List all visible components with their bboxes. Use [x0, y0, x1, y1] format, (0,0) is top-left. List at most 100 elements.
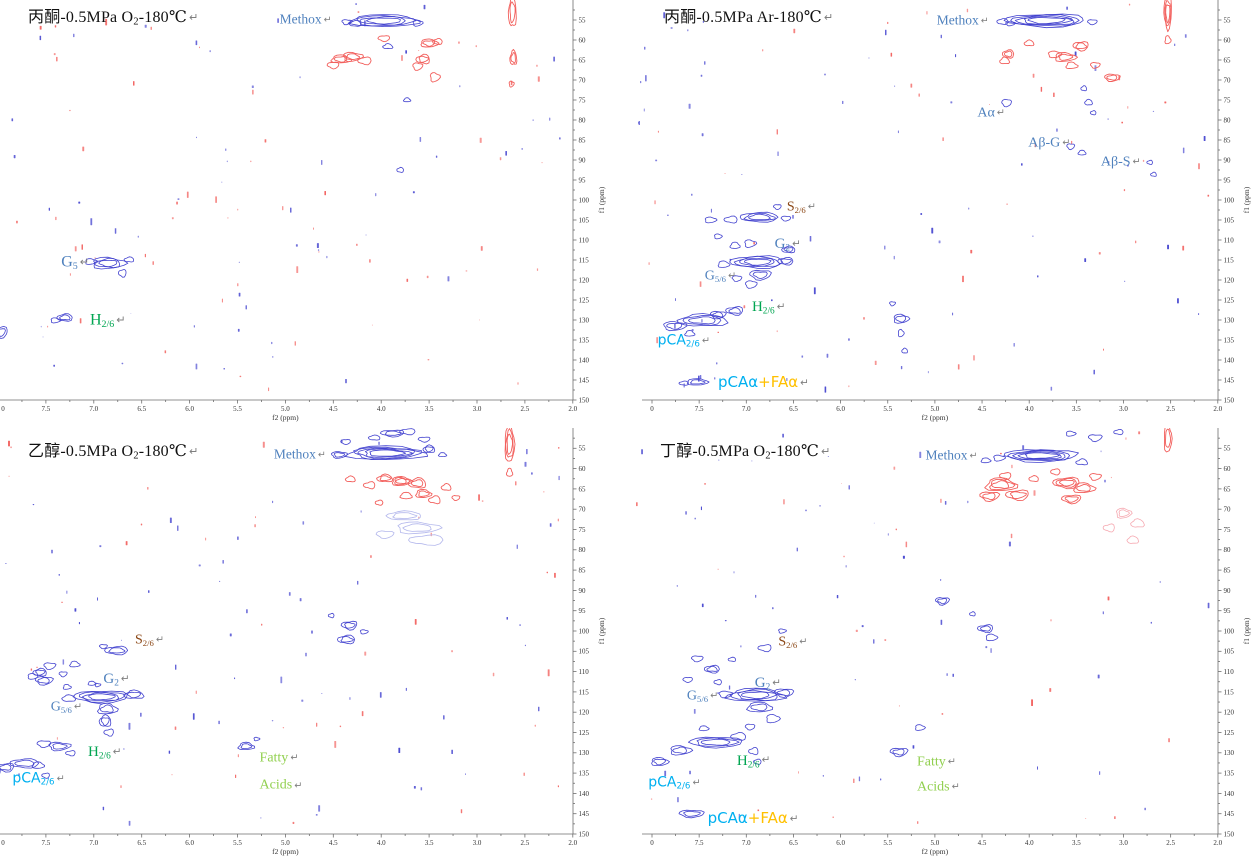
peaks-layer	[651, 428, 1173, 819]
contour-plot: 0 7.5 7.0 6.5 6.0 5.5 5.0 4.5 4.0 3.5 3.0 2.5 2.0 55 6…	[0, 428, 606, 856]
axes	[642, 428, 1222, 838]
axis-title-f1: f1 (ppm)	[597, 617, 606, 644]
y-tick-label: 115	[1224, 688, 1235, 696]
peak-annotation: Fatty ↵	[259, 750, 299, 766]
y-tick-label: 55	[579, 445, 587, 453]
axes	[0, 428, 577, 838]
y-tick-label: 85	[1224, 136, 1232, 144]
y-tick-label: 120	[1224, 276, 1235, 284]
peak-annotation: G5 ↵	[61, 253, 90, 273]
x-tick-label: 0	[650, 839, 654, 847]
contour-plot: 0 7.5 7.0 6.5 6.0 5.5 5.0 4.5 4.0 3.5 3.0 2.5 2.0 55 6…	[636, 428, 1251, 856]
peak-annotation: G2 ↵	[754, 674, 782, 693]
y-tick-label: 105	[1224, 216, 1235, 224]
return-mark: ↵	[969, 450, 978, 462]
axis-title-f2: f2 (ppm)	[922, 413, 949, 422]
peak-annotation: H2/6 ↵	[88, 743, 122, 762]
x-tick-label: 7.5	[42, 839, 51, 847]
peak-annotation: H2/6 ↵	[89, 311, 126, 331]
y-tick-label: 70	[579, 506, 587, 514]
peak-annotation: pCA2/6 ↵	[657, 332, 711, 350]
y-tick-label: 60	[579, 465, 587, 473]
y-tick-label: 65	[579, 485, 587, 493]
x-tick-label: 3.0	[473, 839, 482, 847]
peak-annotation: Aβ-S ↵	[1100, 154, 1141, 170]
y-tick-label: 115	[1224, 256, 1235, 264]
peak-annotation: Fatty ↵	[916, 753, 956, 769]
y-tick-label: 75	[1224, 526, 1232, 534]
x-tick-label: 5.0	[931, 839, 940, 847]
y-tick-label: 100	[1224, 196, 1235, 204]
x-tick-label: 0	[650, 405, 654, 413]
return-mark: ↵	[728, 270, 737, 282]
return-mark: ↵	[820, 444, 831, 458]
x-tick-label: 4.0	[1025, 839, 1034, 847]
spectrum-panel-ethanol-o2: 0 7.5 7.0 6.5 6.0 5.5 5.0 4.5 4.0 3.5 3.0 2.5 2.0 55 6…	[0, 428, 630, 856]
x-tick-label: 7.0	[742, 839, 751, 847]
x-tick-label: 2.5	[1166, 405, 1175, 413]
x-tick-label: 7.5	[42, 405, 51, 413]
x-tick-label: 5.0	[931, 405, 940, 413]
return-mark: ↵	[692, 777, 701, 789]
y-tick-label: 115	[579, 256, 590, 264]
y-tick-label: 135	[579, 336, 590, 344]
return-mark: ↵	[1132, 156, 1141, 168]
y-tick-label: 55	[1224, 445, 1232, 453]
return-mark: ↵	[980, 15, 989, 27]
noise-layer	[11, 3, 561, 392]
peak-annotation: Methox ↵	[936, 12, 989, 28]
y-tick-label: 110	[579, 668, 590, 676]
x-tick-label: 7.5	[695, 839, 704, 847]
x-tick-label: 6.5	[789, 839, 798, 847]
peaks-layer	[663, 0, 1172, 386]
x-tick-label: 6.5	[137, 839, 146, 847]
y-tick-label: 60	[579, 36, 587, 44]
x-tick-label: 6.0	[836, 839, 845, 847]
y-tick-label: 75	[579, 96, 587, 104]
return-mark: ↵	[710, 690, 719, 702]
x-tick-label: 2.0	[568, 405, 577, 413]
x-tick-label: 3.0	[473, 405, 482, 413]
x-tick-label: 6.0	[836, 405, 845, 413]
axis-labels: 0 7.5 7.0 6.5 6.0 5.5 5.0 4.5 4.0 3.5 3.0 2.5 2.0 55 6…	[1, 16, 606, 422]
y-tick-label: 150	[1224, 396, 1235, 404]
x-tick-label: 7.0	[89, 839, 98, 847]
y-tick-label: 145	[1224, 810, 1235, 818]
x-tick-label: 5.5	[883, 839, 892, 847]
y-tick-label: 80	[1224, 546, 1232, 554]
axis-title-f1: f1 (ppm)	[1242, 186, 1251, 213]
x-tick-label: 2.5	[521, 405, 530, 413]
x-tick-label: 6.5	[789, 405, 798, 413]
contour-plot: 0 7.5 7.0 6.5 6.0 5.5 5.0 4.5 4.0 3.5 3.0 2.5 2.0 55 6…	[638, 0, 1251, 422]
peak-annotation: Methox ↵	[925, 447, 978, 463]
return-mark: ↵	[116, 313, 126, 327]
y-tick-label: 150	[579, 830, 590, 838]
y-tick-label: 125	[579, 296, 590, 304]
return-mark: ↵	[290, 752, 299, 764]
return-mark: ↵	[792, 238, 801, 251]
x-tick-label: 3.5	[425, 839, 434, 847]
x-tick-label: 3.5	[1072, 839, 1081, 847]
peak-annotation: pCAα+FAα ↵	[707, 808, 799, 827]
return-mark: ↵	[947, 756, 956, 768]
y-tick-label: 105	[579, 648, 590, 656]
x-tick-label: 3.5	[425, 405, 434, 413]
peak-annotation: H2/6 ↵	[736, 752, 771, 771]
peak-annotation: S2/6 ↵	[134, 632, 165, 648]
peak-annotation: S2/6 ↵	[778, 634, 808, 650]
x-tick-label: 5.0	[281, 405, 290, 413]
y-tick-label: 95	[579, 607, 587, 615]
peak-annotation: Acids ↵	[259, 777, 303, 793]
y-tick-label: 90	[579, 587, 587, 595]
y-tick-label: 90	[1224, 587, 1232, 595]
y-tick-label: 125	[1224, 296, 1235, 304]
peak-annotation: Aβ-G ↵	[1028, 135, 1071, 151]
axes	[0, 0, 577, 404]
y-tick-label: 110	[1224, 236, 1235, 244]
x-tick-label: 6.0	[185, 405, 194, 413]
peak-annotation: H2/6 ↵	[751, 298, 786, 317]
axis-title-f2: f2 (ppm)	[272, 847, 299, 856]
axis-title-f2: f2 (ppm)	[272, 413, 299, 422]
x-tick-label: 4.5	[329, 405, 338, 413]
y-tick-label: 65	[579, 56, 587, 64]
